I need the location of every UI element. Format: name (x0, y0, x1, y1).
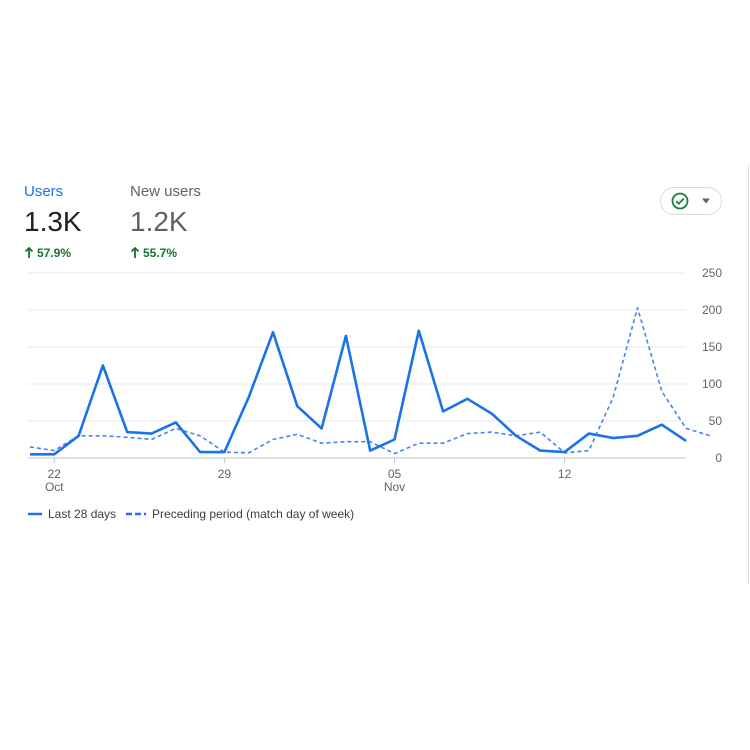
chart-card: Users 1.3K 57.9% New users 1.2K 55.7% (0, 165, 749, 583)
legend-item-last-28-days[interactable]: Last 28 days (28, 507, 116, 521)
x-tick-label: 29 (218, 467, 232, 481)
series-line-last-28-days[interactable] (30, 329, 687, 456)
y-tick-label: 100 (702, 377, 722, 391)
metric-change-value: 57.9% (37, 246, 72, 260)
x-tick-sublabel: Nov (384, 480, 405, 494)
y-tick-label: 0 (715, 451, 722, 465)
metric-label: Users (24, 183, 64, 200)
metric-users[interactable]: Users 1.3K 57.9% (24, 183, 82, 261)
metric-value: 1.3K (24, 206, 82, 237)
solid-line-swatch (28, 512, 42, 516)
series-line-preceding-period[interactable] (29, 306, 711, 455)
y-tick-label: 200 (702, 303, 722, 317)
dashed-line-swatch (126, 512, 147, 516)
metric-new-users[interactable]: New users 1.2K 55.7% (130, 183, 201, 261)
legend-label: Preceding period (match day of week) (152, 507, 355, 521)
check-circle-icon (671, 192, 689, 210)
x-tick-sublabel: Oct (45, 480, 64, 494)
metric-change: 55.7% (130, 245, 201, 261)
metric-change-value: 55.7% (143, 246, 178, 260)
caret-down-icon (702, 198, 710, 204)
metric-change: 57.9% (24, 245, 82, 261)
metric-label: New users (130, 183, 201, 200)
legend: Last 28 days Preceding period (match day… (28, 507, 364, 521)
legend-item-preceding-period[interactable]: Preceding period (match day of week) (126, 507, 354, 521)
x-tick-label: 22 (48, 467, 62, 481)
arrow-up-icon (130, 247, 140, 258)
x-tick-label: 12 (558, 467, 572, 481)
y-tick-label: 150 (702, 340, 722, 354)
x-tick-label: 05 (388, 467, 402, 481)
y-tick-label: 250 (702, 266, 722, 280)
series-layer (29, 306, 711, 456)
status-dropdown-button[interactable] (660, 187, 722, 215)
arrow-up-icon (24, 247, 34, 258)
y-tick-label: 50 (709, 414, 723, 428)
legend-label: Last 28 days (48, 507, 117, 521)
metric-value: 1.2K (130, 206, 188, 237)
